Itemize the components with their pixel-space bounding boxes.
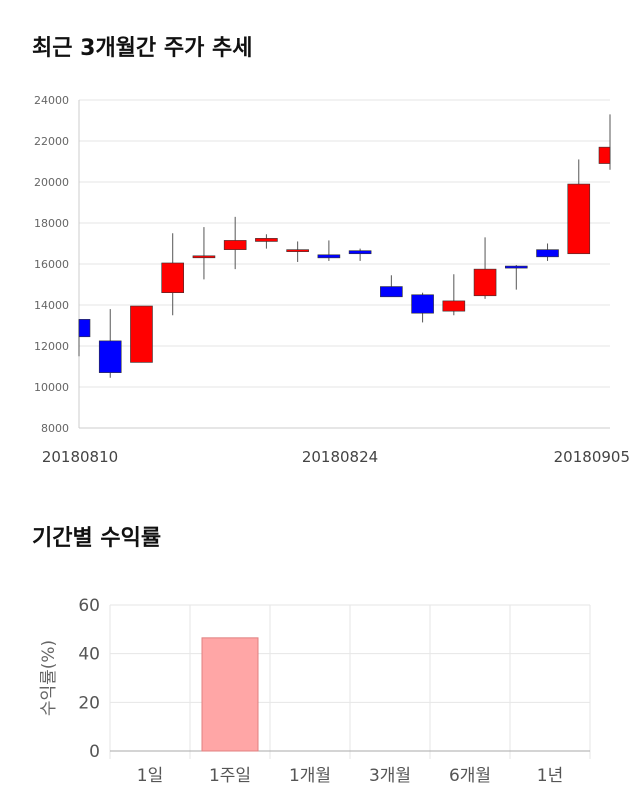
y-tick-label: 40 [78,645,100,665]
y-axis-label: 수익률(%) [39,640,59,716]
stock-trend-title: 최근 3개월간 주가 추세 [32,36,253,61]
candle-body [286,249,309,252]
candle-body [567,183,591,255]
returns-bar-chart: 0 20 40 60 1일 1주일 1개월 3개월 6개월 1년 수익률(%) [39,596,591,786]
x-tick-label: 3개월 [369,766,411,786]
x-tick-label: 1개월 [289,766,331,786]
x-tick-label: 6개월 [449,766,491,786]
candle-body [130,305,153,363]
x-tick-label: 20180810 [42,448,118,466]
y-tick-label: 16000 [34,258,69,271]
candle-body [348,250,372,255]
x-tick-label: 20180824 [302,448,378,466]
candle-body [442,300,466,312]
y-tick-label: 12000 [34,340,69,353]
candle-body [78,319,91,338]
candle-body [98,340,122,373]
y-tick-label: 8000 [41,422,69,435]
return-bar [201,637,259,752]
x-tick-label: 20180905 [554,448,630,466]
y-tick-label: 22000 [34,135,69,148]
candle-body [380,286,403,298]
y-tick-label: 20000 [34,176,69,189]
y-tick-label: 10000 [34,381,69,394]
y-tick-label: 20 [78,693,100,713]
candle-body [255,238,278,242]
y-tick-label: 14000 [34,299,69,312]
candle-body [192,255,216,259]
y-tick-label: 18000 [34,217,69,230]
candle-body [317,254,341,259]
candle-body [504,265,528,269]
returns-title: 기간별 수익률 [32,526,162,551]
x-tick-label: 1일 [137,766,163,786]
x-tick-label: 1주일 [209,766,251,786]
candle-body [223,240,247,250]
y-tick-label: 0 [89,742,100,762]
candle-body [598,146,611,164]
x-tick-label: 1년 [537,766,563,786]
y-tick-label: 60 [78,596,100,616]
candle-body [411,294,434,314]
y-tick-label: 24000 [34,94,69,107]
candle-body [473,268,497,297]
candle-body [536,249,559,258]
candle-body [161,262,185,294]
stock-candlestick-chart: 8000 10000 12000 14000 16000 18000 20000 22000 2… [34,94,630,466]
